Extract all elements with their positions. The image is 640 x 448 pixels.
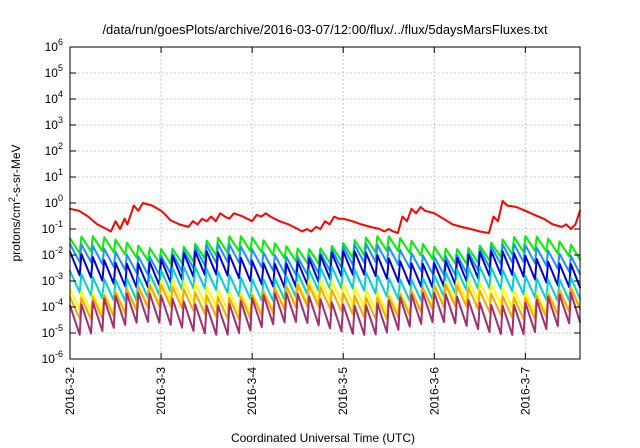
x-axis-label: Coordinated Universal Time (UTC) — [231, 431, 415, 445]
x-tick-label: 2016-3-5 — [336, 367, 350, 415]
series-line-3 — [69, 242, 581, 276]
y-axis-label-pre: protons/cm — [9, 202, 23, 261]
y-axis-label-post: -s-sr-MeV — [9, 144, 23, 197]
y-tick-label: 10-3 — [42, 271, 63, 288]
y-tick-label: 102 — [45, 141, 63, 158]
series-line-4 — [69, 250, 581, 289]
series-line-6 — [69, 279, 581, 315]
y-tick-label: 101 — [45, 167, 63, 184]
y-axis: 10-6 10-5 10-4 10-3 10-2 10-1 100 101 102 103 104 1… — [42, 37, 580, 366]
y-tick-label: 10-1 — [42, 219, 63, 236]
x-axis: 2016-3-2 2016-3-3 2016-3-4 2016-3-5 2016-3-6… — [63, 47, 532, 415]
x-tick-label: 2016-3-6 — [427, 367, 441, 415]
y-tick-label: 105 — [45, 63, 63, 80]
y-tick-label: 10-6 — [42, 349, 63, 366]
series-line-7 — [69, 283, 581, 321]
series-line-5 — [69, 265, 581, 303]
series-group — [69, 199, 581, 336]
x-tick-label: 2016-3-7 — [518, 367, 532, 415]
series-line-2 — [69, 235, 581, 265]
x-tick-label: 2016-3-4 — [245, 367, 259, 415]
y-tick-label: 10-5 — [42, 323, 63, 340]
y-tick-label: 103 — [45, 115, 63, 132]
x-tick-label: 2016-3-2 — [63, 367, 77, 415]
y-tick-label: 104 — [45, 89, 63, 106]
x-tick-label: 2016-3-3 — [154, 367, 168, 415]
y-axis-label: protons/cm2-s-sr-MeV — [7, 144, 23, 261]
series-line-8 — [69, 291, 581, 336]
series-line-1 — [69, 199, 581, 234]
y-tick-label: 100 — [45, 193, 63, 210]
y-axis-label-sup: 2 — [7, 197, 17, 202]
y-tick-label: 10-2 — [42, 245, 63, 262]
y-tick-label: 10-4 — [42, 297, 63, 314]
chart-title: /data/run/goesPlots/archive/2016-03-07/1… — [102, 22, 548, 37]
y-tick-label: 106 — [45, 37, 63, 54]
